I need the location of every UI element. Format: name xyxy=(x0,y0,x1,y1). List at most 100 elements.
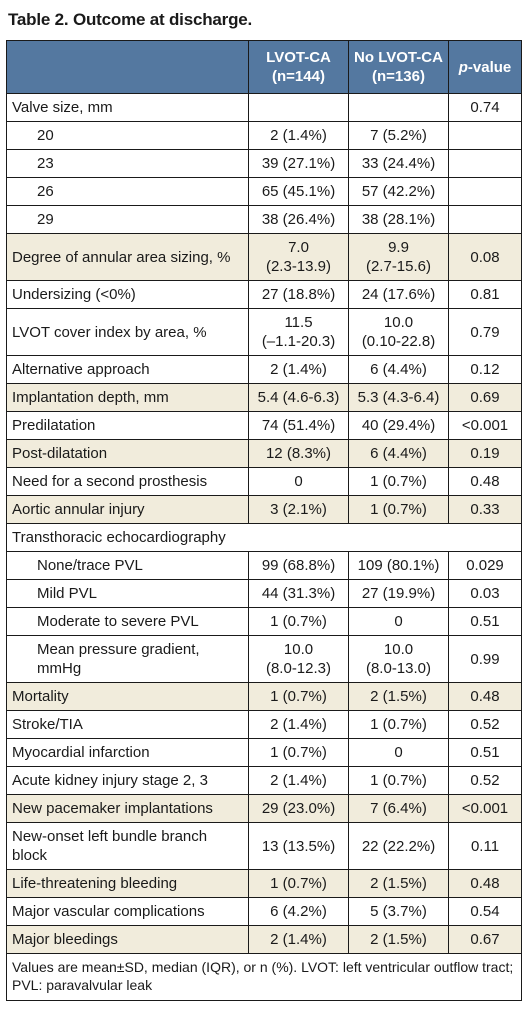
lvot-ca-value: 2 (1.4%) xyxy=(248,355,349,384)
table-row: Myocardial infarction 1 (0.7%) 0 0.51 xyxy=(6,738,522,767)
lvot-ca-value: 6 (4.2%) xyxy=(248,897,349,926)
row-label: Alternative approach xyxy=(6,355,249,384)
table-title: Table 2. Outcome at discharge. xyxy=(8,10,253,29)
no-lvot-ca-value: 57 (42.2%) xyxy=(348,177,449,206)
p-value: 0.08 xyxy=(448,233,522,281)
p-value: 0.79 xyxy=(448,308,522,356)
row-label: Major vascular complications xyxy=(6,897,249,926)
table-row: New-onset left bundle branch block 13 (1… xyxy=(6,822,522,870)
p-value: <0.001 xyxy=(448,794,522,823)
lvot-ca-value: 1 (0.7%) xyxy=(248,607,349,636)
row-label: Stroke/TIA xyxy=(6,710,249,739)
lvot-ca-value: 1 (0.7%) xyxy=(248,869,349,898)
lvot-ca-median: 10.0 xyxy=(283,641,314,658)
p-value: 0.48 xyxy=(448,467,522,496)
outcome-table: LVOT-CA (n=144) No LVOT-CA (n=136) p-val… xyxy=(6,40,522,1001)
lvot-ca-value: 13 (13.5%) xyxy=(248,822,349,870)
no-lvot-ca-value: 33 (24.4%) xyxy=(348,149,449,178)
header-empty xyxy=(6,40,249,94)
p-value: 0.03 xyxy=(448,579,522,608)
p-value: 0.51 xyxy=(448,607,522,636)
row-label: Major bleedings xyxy=(6,925,249,954)
row-label: Implantation depth, mm xyxy=(6,383,249,412)
no-lvot-ca-value: 0 xyxy=(348,738,449,767)
lvot-ca-value: 2 (1.4%) xyxy=(248,925,349,954)
p-value: 0.19 xyxy=(448,439,522,468)
p-value: 0.12 xyxy=(448,355,522,384)
table-row: Acute kidney injury stage 2, 3 2 (1.4%) … xyxy=(6,766,522,795)
no-lvot-ca-value: 10.0 (8.0-13.0) xyxy=(348,635,449,683)
lvot-ca-value: 2 (1.4%) xyxy=(248,766,349,795)
header-row: LVOT-CA (n=144) No LVOT-CA (n=136) p-val… xyxy=(6,40,522,94)
table-row: Need for a second prosthesis 0 1 (0.7%) … xyxy=(6,467,522,496)
table-row: Moderate to severe PVL 1 (0.7%) 0 0.51 xyxy=(6,607,522,636)
no-lvot-ca-value: 7 (5.2%) xyxy=(348,121,449,150)
lvot-ca-value: 39 (27.1%) xyxy=(248,149,349,178)
p-value: 0.52 xyxy=(448,766,522,795)
p-value: 0.48 xyxy=(448,869,522,898)
lvot-ca-value: 1 (0.7%) xyxy=(248,682,349,711)
no-lvot-ca-median: 9.9 xyxy=(388,239,409,256)
no-lvot-ca-value: 5 (3.7%) xyxy=(348,897,449,926)
row-label: Moderate to severe PVL xyxy=(6,607,249,636)
table-row: 23 39 (27.1%) 33 (24.4%) xyxy=(6,149,522,178)
row-label: 29 xyxy=(6,205,249,234)
lvot-ca-value: 27 (18.8%) xyxy=(248,280,349,309)
p-value: 0.029 xyxy=(448,551,522,580)
table-row: Alternative approach 2 (1.4%) 6 (4.4%) 0… xyxy=(6,355,522,384)
table-row: 26 65 (45.1%) 57 (42.2%) xyxy=(6,177,522,206)
table-row: 29 38 (26.4%) 38 (28.1%) xyxy=(6,205,522,234)
no-lvot-ca-value: 0 xyxy=(348,607,449,636)
no-lvot-ca-value: 9.9 (2.7-15.6) xyxy=(348,233,449,281)
lvot-ca-value: 2 (1.4%) xyxy=(248,710,349,739)
table-row: Mortality 1 (0.7%) 2 (1.5%) 0.48 xyxy=(6,682,522,711)
lvot-ca-value: 1 (0.7%) xyxy=(248,738,349,767)
p-value: 0.69 xyxy=(448,383,522,412)
table-row: LVOT cover index by area, % 11.5 (–1.1-20… xyxy=(6,308,522,356)
p-value: 0.48 xyxy=(448,682,522,711)
table-row: New pacemaker implantations 29 (23.0%) 7… xyxy=(6,794,522,823)
no-lvot-ca-value: 2 (1.5%) xyxy=(348,682,449,711)
no-lvot-ca-iqr: (0.10-22.8) xyxy=(361,333,436,350)
p-value: 0.54 xyxy=(448,897,522,926)
p-value: 0.74 xyxy=(448,93,522,122)
header-lvot-ca: LVOT-CA (n=144) xyxy=(248,40,349,94)
lvot-ca-value: 74 (51.4%) xyxy=(248,411,349,440)
p-value: 0.99 xyxy=(448,635,522,683)
lvot-ca-iqr: (2.3-13.9) xyxy=(265,258,332,275)
no-lvot-ca-value: 1 (0.7%) xyxy=(348,766,449,795)
p-value: 0.52 xyxy=(448,710,522,739)
lvot-ca-value: 3 (2.1%) xyxy=(248,495,349,524)
no-lvot-ca-value: 22 (22.2%) xyxy=(348,822,449,870)
header-lvot-ca-n: (n=144) xyxy=(272,68,325,85)
lvot-ca-value: 11.5 (–1.1-20.3) xyxy=(248,308,349,356)
no-lvot-ca-value xyxy=(348,93,449,122)
row-label: Acute kidney injury stage 2, 3 xyxy=(6,766,249,795)
no-lvot-ca-value: 5.3 (4.3-6.4) xyxy=(348,383,449,412)
row-label: Aortic annular injury xyxy=(6,495,249,524)
no-lvot-ca-value: 1 (0.7%) xyxy=(348,710,449,739)
no-lvot-ca-median: 10.0 xyxy=(383,641,414,658)
row-label: LVOT cover index by area, % xyxy=(6,308,249,356)
p-value xyxy=(448,205,522,234)
lvot-ca-value: 99 (68.8%) xyxy=(248,551,349,580)
p-value xyxy=(448,177,522,206)
header-p-letter: p xyxy=(458,58,468,76)
p-value: <0.001 xyxy=(448,411,522,440)
no-lvot-ca-value: 1 (0.7%) xyxy=(348,467,449,496)
row-label: Undersizing (<0%) xyxy=(6,280,249,309)
table-row: Major vascular complications 6 (4.2%) 5 … xyxy=(6,897,522,926)
no-lvot-ca-value: 6 (4.4%) xyxy=(348,439,449,468)
p-value xyxy=(448,121,522,150)
lvot-ca-value: 7.0 (2.3-13.9) xyxy=(248,233,349,281)
row-label: Valve size, mm xyxy=(6,93,249,122)
lvot-ca-value: 0 xyxy=(248,467,349,496)
header-no-lvot-ca: No LVOT-CA (n=136) xyxy=(348,40,449,94)
row-label: Predilatation xyxy=(6,411,249,440)
table-row: Aortic annular injury 3 (2.1%) 1 (0.7%) … xyxy=(6,495,522,524)
lvot-ca-iqr: (–1.1-20.3) xyxy=(261,333,336,350)
section-label: Transthoracic echocardiography xyxy=(6,523,522,552)
header-lvot-ca-name: LVOT-CA xyxy=(266,49,331,66)
row-label: New-onset left bundle branch block xyxy=(6,822,249,870)
table-row: Life-threatening bleeding 1 (0.7%) 2 (1.… xyxy=(6,869,522,898)
